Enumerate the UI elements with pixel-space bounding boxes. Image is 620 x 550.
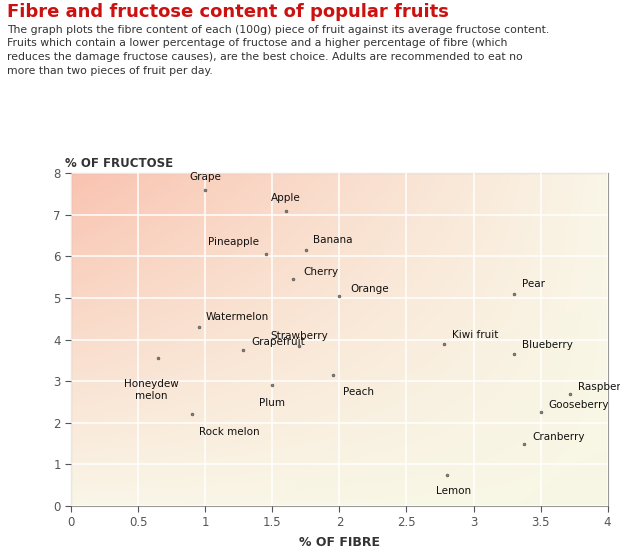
- Text: Orange: Orange: [350, 284, 389, 294]
- Text: Lemon: Lemon: [436, 486, 471, 497]
- Text: Peach: Peach: [343, 387, 374, 398]
- Text: Fibre and fructose content of popular fruits: Fibre and fructose content of popular fr…: [7, 3, 450, 21]
- Text: % OF FRUCTOSE: % OF FRUCTOSE: [65, 157, 173, 170]
- Text: Pear: Pear: [522, 279, 545, 289]
- Text: Cranberry: Cranberry: [533, 432, 585, 442]
- Text: Apple: Apple: [271, 193, 301, 203]
- Text: Grapefruit: Grapefruit: [251, 337, 304, 346]
- X-axis label: % OF FIBRE: % OF FIBRE: [299, 536, 380, 549]
- Text: Watermelon: Watermelon: [205, 312, 268, 322]
- Text: Honeydew
melon: Honeydew melon: [125, 379, 179, 401]
- Text: Strawberry: Strawberry: [270, 331, 328, 341]
- Text: Gooseberry: Gooseberry: [549, 400, 609, 410]
- Text: Grape: Grape: [190, 172, 221, 183]
- Text: Blueberry: Blueberry: [522, 340, 573, 350]
- Text: Pineapple: Pineapple: [208, 237, 259, 247]
- Text: Plum: Plum: [259, 398, 285, 408]
- Text: Raspberry: Raspberry: [578, 382, 620, 392]
- Text: The graph plots the fibre content of each (100g) piece of fruit against its aver: The graph plots the fibre content of eac…: [7, 25, 550, 75]
- Text: Cherry: Cherry: [303, 267, 339, 277]
- Text: Banana: Banana: [312, 235, 352, 245]
- Text: Kiwi fruit: Kiwi fruit: [452, 329, 498, 339]
- Text: Rock melon: Rock melon: [198, 427, 259, 437]
